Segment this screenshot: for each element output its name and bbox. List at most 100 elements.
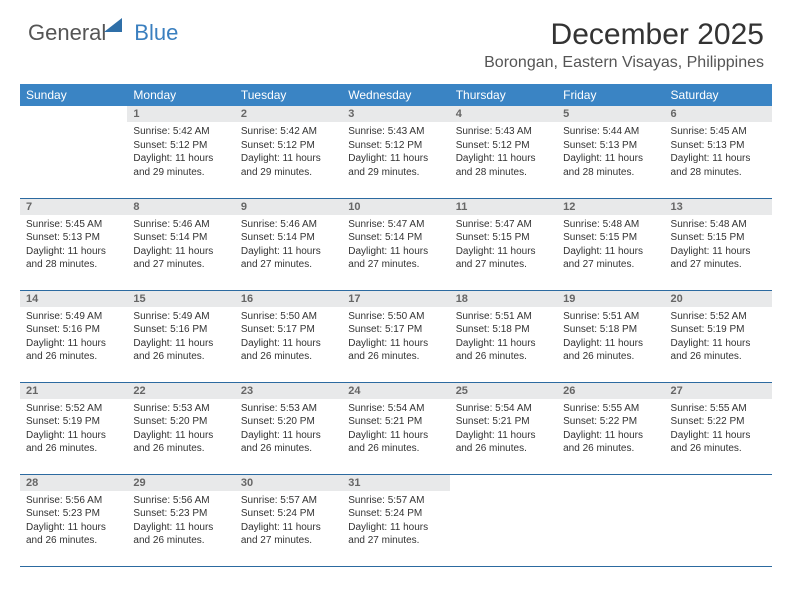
daylight-text: Daylight: 11 hours and 26 minutes. xyxy=(348,337,443,364)
day-info: Sunrise: 5:53 AMSunset: 5:20 PMDaylight:… xyxy=(127,399,234,460)
daylight-text: Daylight: 11 hours and 28 minutes. xyxy=(563,152,658,179)
sunset-text: Sunset: 5:14 PM xyxy=(133,231,228,245)
day-info: Sunrise: 5:48 AMSunset: 5:15 PMDaylight:… xyxy=(665,215,772,276)
calendar-day-cell: 6Sunrise: 5:45 AMSunset: 5:13 PMDaylight… xyxy=(665,106,772,198)
weekday-header: Sunday xyxy=(20,84,127,106)
calendar-day-cell: 9Sunrise: 5:46 AMSunset: 5:14 PMDaylight… xyxy=(235,198,342,290)
day-number: 9 xyxy=(235,199,342,215)
calendar-day-cell: 22Sunrise: 5:53 AMSunset: 5:20 PMDayligh… xyxy=(127,382,234,474)
calendar-day-cell: 28Sunrise: 5:56 AMSunset: 5:23 PMDayligh… xyxy=(20,474,127,566)
weekday-header: Friday xyxy=(557,84,664,106)
sunset-text: Sunset: 5:23 PM xyxy=(26,507,121,521)
sunrise-text: Sunrise: 5:50 AM xyxy=(241,310,336,324)
daylight-text: Daylight: 11 hours and 27 minutes. xyxy=(348,245,443,272)
sunrise-text: Sunrise: 5:52 AM xyxy=(26,402,121,416)
day-number: 13 xyxy=(665,199,772,215)
sunset-text: Sunset: 5:19 PM xyxy=(26,415,121,429)
month-title: December 2025 xyxy=(484,18,764,52)
sunrise-text: Sunrise: 5:51 AM xyxy=(456,310,551,324)
weekday-header: Tuesday xyxy=(235,84,342,106)
brand-logo: General Blue xyxy=(28,18,178,48)
sunrise-text: Sunrise: 5:44 AM xyxy=(563,125,658,139)
day-number: 3 xyxy=(342,106,449,122)
day-number xyxy=(557,475,664,491)
day-number: 1 xyxy=(127,106,234,122)
calendar-week-row: 7Sunrise: 5:45 AMSunset: 5:13 PMDaylight… xyxy=(20,198,772,290)
day-number: 8 xyxy=(127,199,234,215)
title-block: December 2025 Borongan, Eastern Visayas,… xyxy=(484,18,764,72)
header: General Blue December 2025 Borongan, Eas… xyxy=(0,0,792,78)
day-info: Sunrise: 5:56 AMSunset: 5:23 PMDaylight:… xyxy=(20,491,127,552)
calendar-day-cell: 1Sunrise: 5:42 AMSunset: 5:12 PMDaylight… xyxy=(127,106,234,198)
calendar-day-cell: 14Sunrise: 5:49 AMSunset: 5:16 PMDayligh… xyxy=(20,290,127,382)
day-info: Sunrise: 5:53 AMSunset: 5:20 PMDaylight:… xyxy=(235,399,342,460)
day-number: 5 xyxy=(557,106,664,122)
day-info: Sunrise: 5:42 AMSunset: 5:12 PMDaylight:… xyxy=(127,122,234,183)
day-info: Sunrise: 5:55 AMSunset: 5:22 PMDaylight:… xyxy=(557,399,664,460)
day-number: 22 xyxy=(127,383,234,399)
day-info: Sunrise: 5:55 AMSunset: 5:22 PMDaylight:… xyxy=(665,399,772,460)
sunrise-text: Sunrise: 5:45 AM xyxy=(671,125,766,139)
daylight-text: Daylight: 11 hours and 28 minutes. xyxy=(671,152,766,179)
calendar-day-cell: 24Sunrise: 5:54 AMSunset: 5:21 PMDayligh… xyxy=(342,382,449,474)
sunrise-text: Sunrise: 5:53 AM xyxy=(133,402,228,416)
day-number: 2 xyxy=(235,106,342,122)
daylight-text: Daylight: 11 hours and 29 minutes. xyxy=(241,152,336,179)
daylight-text: Daylight: 11 hours and 28 minutes. xyxy=(456,152,551,179)
calendar-day-cell: 19Sunrise: 5:51 AMSunset: 5:18 PMDayligh… xyxy=(557,290,664,382)
day-info: Sunrise: 5:54 AMSunset: 5:21 PMDaylight:… xyxy=(342,399,449,460)
day-number: 24 xyxy=(342,383,449,399)
day-number: 20 xyxy=(665,291,772,307)
daylight-text: Daylight: 11 hours and 29 minutes. xyxy=(133,152,228,179)
calendar-day-cell: 12Sunrise: 5:48 AMSunset: 5:15 PMDayligh… xyxy=(557,198,664,290)
daylight-text: Daylight: 11 hours and 26 minutes. xyxy=(241,429,336,456)
day-number: 6 xyxy=(665,106,772,122)
daylight-text: Daylight: 11 hours and 26 minutes. xyxy=(671,429,766,456)
sunrise-text: Sunrise: 5:55 AM xyxy=(563,402,658,416)
day-number: 27 xyxy=(665,383,772,399)
day-number: 19 xyxy=(557,291,664,307)
sunrise-text: Sunrise: 5:50 AM xyxy=(348,310,443,324)
calendar-day-cell: 26Sunrise: 5:55 AMSunset: 5:22 PMDayligh… xyxy=(557,382,664,474)
sunrise-text: Sunrise: 5:54 AM xyxy=(348,402,443,416)
calendar-day-cell xyxy=(557,474,664,566)
daylight-text: Daylight: 11 hours and 27 minutes. xyxy=(671,245,766,272)
sunset-text: Sunset: 5:21 PM xyxy=(456,415,551,429)
sunset-text: Sunset: 5:23 PM xyxy=(133,507,228,521)
sunrise-text: Sunrise: 5:48 AM xyxy=(563,218,658,232)
daylight-text: Daylight: 11 hours and 26 minutes. xyxy=(133,337,228,364)
daylight-text: Daylight: 11 hours and 26 minutes. xyxy=(133,429,228,456)
sunset-text: Sunset: 5:13 PM xyxy=(26,231,121,245)
calendar-day-cell: 8Sunrise: 5:46 AMSunset: 5:14 PMDaylight… xyxy=(127,198,234,290)
daylight-text: Daylight: 11 hours and 27 minutes. xyxy=(456,245,551,272)
day-number: 4 xyxy=(450,106,557,122)
calendar-day-cell xyxy=(665,474,772,566)
day-number: 29 xyxy=(127,475,234,491)
day-number: 25 xyxy=(450,383,557,399)
calendar-day-cell: 29Sunrise: 5:56 AMSunset: 5:23 PMDayligh… xyxy=(127,474,234,566)
calendar-day-cell: 27Sunrise: 5:55 AMSunset: 5:22 PMDayligh… xyxy=(665,382,772,474)
day-info: Sunrise: 5:54 AMSunset: 5:21 PMDaylight:… xyxy=(450,399,557,460)
sunrise-text: Sunrise: 5:42 AM xyxy=(133,125,228,139)
daylight-text: Daylight: 11 hours and 27 minutes. xyxy=(348,521,443,548)
day-info: Sunrise: 5:42 AMSunset: 5:12 PMDaylight:… xyxy=(235,122,342,183)
day-info: Sunrise: 5:46 AMSunset: 5:14 PMDaylight:… xyxy=(235,215,342,276)
sunrise-text: Sunrise: 5:45 AM xyxy=(26,218,121,232)
daylight-text: Daylight: 11 hours and 26 minutes. xyxy=(563,429,658,456)
sunrise-text: Sunrise: 5:47 AM xyxy=(348,218,443,232)
calendar-day-cell xyxy=(20,106,127,198)
sunrise-text: Sunrise: 5:46 AM xyxy=(133,218,228,232)
calendar-day-cell: 13Sunrise: 5:48 AMSunset: 5:15 PMDayligh… xyxy=(665,198,772,290)
day-number: 17 xyxy=(342,291,449,307)
sunrise-text: Sunrise: 5:43 AM xyxy=(348,125,443,139)
day-number: 12 xyxy=(557,199,664,215)
weekday-header: Thursday xyxy=(450,84,557,106)
daylight-text: Daylight: 11 hours and 26 minutes. xyxy=(348,429,443,456)
sunrise-text: Sunrise: 5:56 AM xyxy=(133,494,228,508)
brand-triangle-icon xyxy=(104,18,122,32)
sunrise-text: Sunrise: 5:49 AM xyxy=(26,310,121,324)
sunset-text: Sunset: 5:17 PM xyxy=(348,323,443,337)
calendar-day-cell: 15Sunrise: 5:49 AMSunset: 5:16 PMDayligh… xyxy=(127,290,234,382)
sunset-text: Sunset: 5:12 PM xyxy=(241,139,336,153)
day-number xyxy=(450,475,557,491)
